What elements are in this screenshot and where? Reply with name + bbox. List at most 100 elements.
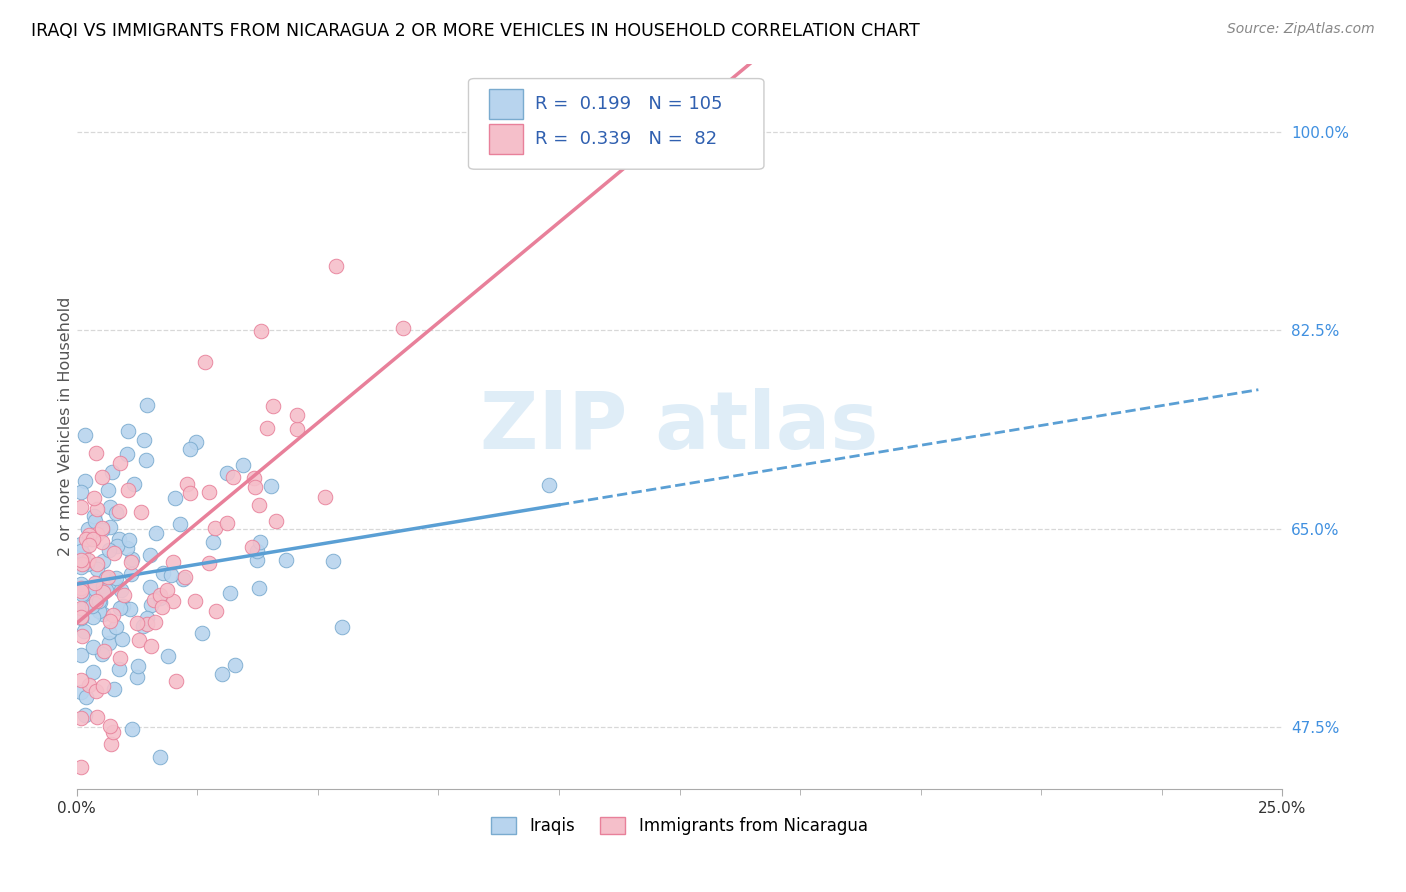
Point bbox=[149, 749, 172, 764]
Point bbox=[98, 542, 121, 557]
Point bbox=[70, 583, 93, 598]
Point bbox=[100, 737, 122, 751]
Point bbox=[139, 580, 162, 594]
Point bbox=[169, 516, 191, 531]
Point bbox=[70, 628, 93, 642]
Point bbox=[322, 554, 344, 568]
Point bbox=[73, 475, 96, 489]
Point bbox=[70, 484, 93, 499]
Point bbox=[111, 632, 134, 646]
Point bbox=[98, 614, 121, 628]
Point bbox=[143, 615, 166, 630]
Point bbox=[176, 477, 198, 491]
Point bbox=[136, 616, 159, 631]
Point bbox=[162, 555, 184, 569]
Point bbox=[179, 486, 201, 500]
Point bbox=[221, 469, 243, 483]
Point bbox=[105, 620, 128, 634]
Point bbox=[83, 582, 105, 596]
Point bbox=[264, 515, 287, 529]
Point bbox=[83, 514, 105, 528]
Point bbox=[73, 624, 96, 638]
Text: Source: ZipAtlas.com: Source: ZipAtlas.com bbox=[1227, 22, 1375, 37]
Point bbox=[101, 607, 124, 622]
Point bbox=[205, 604, 228, 618]
Point bbox=[93, 644, 115, 658]
Point bbox=[135, 452, 157, 467]
Point bbox=[76, 553, 98, 567]
Point bbox=[72, 558, 94, 572]
Point bbox=[91, 647, 114, 661]
Point bbox=[70, 673, 93, 688]
Point bbox=[108, 532, 131, 546]
Point bbox=[314, 490, 336, 504]
Point bbox=[73, 707, 96, 722]
Point bbox=[120, 566, 142, 581]
Point bbox=[87, 604, 110, 618]
Point bbox=[70, 648, 93, 662]
Point bbox=[98, 719, 121, 733]
Point bbox=[172, 572, 194, 586]
Point bbox=[243, 480, 266, 494]
Point bbox=[70, 759, 93, 773]
Point bbox=[128, 633, 150, 648]
Text: R =  0.199   N = 105: R = 0.199 N = 105 bbox=[534, 95, 723, 113]
FancyBboxPatch shape bbox=[489, 88, 523, 120]
Point bbox=[70, 553, 93, 567]
Point bbox=[247, 498, 270, 512]
Point bbox=[131, 505, 153, 519]
Point bbox=[94, 582, 117, 597]
Point bbox=[91, 607, 114, 622]
Point bbox=[127, 615, 149, 630]
Point bbox=[90, 521, 112, 535]
Point bbox=[104, 506, 127, 520]
Point bbox=[94, 571, 117, 585]
Point bbox=[105, 571, 128, 585]
Point bbox=[82, 599, 104, 613]
Point bbox=[70, 552, 93, 566]
Point bbox=[204, 520, 226, 534]
FancyBboxPatch shape bbox=[489, 123, 523, 154]
Point bbox=[112, 588, 135, 602]
Text: ZIP atlas: ZIP atlas bbox=[481, 388, 879, 466]
Point bbox=[157, 649, 180, 664]
Point bbox=[122, 476, 145, 491]
Point bbox=[127, 670, 149, 684]
Point bbox=[149, 588, 172, 602]
Point bbox=[215, 516, 238, 530]
Point bbox=[150, 600, 173, 615]
Text: R =  0.339   N =  82: R = 0.339 N = 82 bbox=[534, 129, 717, 148]
Point bbox=[108, 504, 131, 518]
Point bbox=[243, 470, 266, 484]
Point bbox=[70, 560, 93, 574]
Point bbox=[139, 598, 162, 612]
Point bbox=[70, 685, 93, 699]
Point bbox=[90, 523, 112, 537]
Point bbox=[70, 711, 93, 725]
Point bbox=[75, 428, 97, 442]
Point bbox=[538, 478, 561, 492]
Point bbox=[82, 532, 104, 546]
Point bbox=[77, 538, 100, 552]
Point bbox=[105, 540, 128, 554]
Point bbox=[70, 601, 93, 615]
Point bbox=[139, 548, 162, 562]
Point bbox=[162, 593, 184, 607]
Point bbox=[132, 619, 155, 633]
Point bbox=[325, 259, 347, 273]
Point bbox=[232, 458, 254, 472]
Point bbox=[108, 601, 131, 615]
Point bbox=[211, 667, 233, 681]
Point bbox=[101, 465, 124, 479]
Point bbox=[72, 602, 94, 616]
Point bbox=[91, 579, 114, 593]
Point bbox=[90, 470, 112, 484]
Point bbox=[77, 528, 100, 542]
Point bbox=[103, 682, 125, 697]
Point bbox=[103, 575, 125, 590]
Y-axis label: 2 or more Vehicles in Household: 2 or more Vehicles in Household bbox=[58, 297, 73, 557]
Point bbox=[155, 582, 177, 597]
Point bbox=[80, 532, 103, 546]
Point bbox=[75, 532, 97, 546]
Point bbox=[75, 690, 97, 704]
